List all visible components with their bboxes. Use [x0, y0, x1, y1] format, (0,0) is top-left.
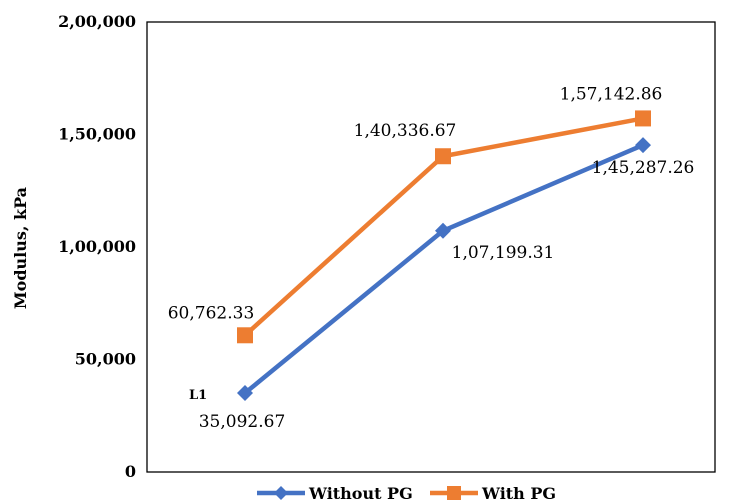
- data-label: 1,45,287.26: [592, 158, 695, 178]
- y-tick-label: 2,00,000: [58, 12, 136, 31]
- data-point-marker: [435, 148, 451, 165]
- point-annotation-l1: L1: [189, 388, 207, 403]
- legend: Without PG With PG: [257, 484, 556, 503]
- data-labels: 35,092.67 1,07,199.31 1,45,287.26 60,762.33…: [168, 84, 695, 432]
- data-label: 35,092.67: [199, 412, 286, 432]
- plot-area-frame: [146, 21, 716, 473]
- data-point-marker: [635, 137, 651, 154]
- y-tick-label: 0: [125, 462, 136, 481]
- data-label: 1,40,336.67: [354, 121, 457, 141]
- data-label: 1,57,142.86: [560, 84, 663, 104]
- legend-label: Without PG: [308, 484, 413, 503]
- data-point-marker: [237, 327, 253, 344]
- y-tick-label: 50,000: [75, 350, 136, 369]
- y-axis-tick-labels: 0 50,000 1,00,000 1,50,000 2,00,000: [58, 12, 136, 481]
- data-point-marker: [435, 222, 451, 239]
- legend-swatch-marker: [447, 486, 461, 500]
- data-label: 60,762.33: [168, 303, 255, 323]
- y-tick-label: 1,50,000: [58, 125, 136, 144]
- data-point-marker: [635, 110, 651, 127]
- series-layer: [237, 110, 651, 402]
- legend-swatch-marker: [274, 486, 288, 500]
- data-label: 1,07,199.31: [452, 243, 555, 263]
- data-point-marker: [237, 385, 253, 402]
- y-axis-title: Modulus, kPa: [11, 187, 30, 309]
- series-line: [243, 143, 644, 395]
- y-tick-label: 1,00,000: [58, 237, 136, 256]
- legend-label: With PG: [481, 484, 556, 503]
